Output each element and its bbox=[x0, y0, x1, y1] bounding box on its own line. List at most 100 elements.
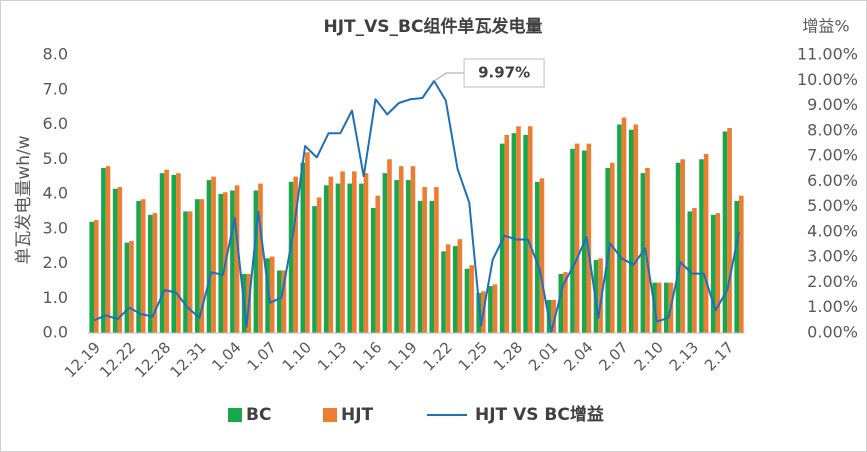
bar bbox=[598, 258, 603, 333]
bar bbox=[586, 143, 592, 333]
bar bbox=[394, 180, 399, 333]
bar bbox=[422, 187, 427, 333]
annotation-box bbox=[463, 58, 545, 88]
legend-swatch bbox=[228, 408, 242, 422]
bar bbox=[492, 284, 498, 333]
bar bbox=[398, 166, 404, 333]
bar bbox=[89, 221, 94, 333]
bar bbox=[504, 134, 510, 333]
bar bbox=[230, 190, 235, 333]
bar bbox=[176, 173, 181, 333]
bar bbox=[288, 181, 294, 333]
bar bbox=[335, 183, 341, 333]
bar bbox=[715, 213, 721, 333]
bar bbox=[117, 187, 123, 333]
bar bbox=[300, 162, 306, 333]
bar bbox=[727, 127, 732, 333]
bar bbox=[605, 167, 610, 333]
y2-axis-title: 增益% bbox=[802, 17, 849, 36]
bar bbox=[218, 194, 223, 333]
bar bbox=[535, 181, 540, 333]
bar bbox=[258, 183, 263, 333]
bar bbox=[171, 174, 177, 333]
bar bbox=[417, 200, 423, 333]
bar bbox=[574, 143, 580, 333]
bar bbox=[340, 171, 345, 333]
bar bbox=[269, 256, 275, 333]
bar bbox=[359, 183, 364, 333]
y-tick-label: 6.0 bbox=[43, 114, 68, 133]
bar bbox=[148, 214, 153, 333]
bar bbox=[211, 176, 216, 333]
bar bbox=[410, 166, 416, 333]
y-tick-label: 1.0 bbox=[43, 288, 68, 307]
bar bbox=[328, 176, 334, 333]
bar bbox=[323, 185, 329, 333]
bar bbox=[124, 242, 130, 333]
bar bbox=[539, 178, 545, 333]
bar bbox=[692, 207, 697, 333]
y2-tick-label: 9.00% bbox=[807, 95, 858, 114]
y2-tick-label: 3.00% bbox=[807, 247, 858, 266]
chart-title: HJT_VS_BC组件单瓦发电量 bbox=[324, 16, 543, 37]
y2-tick-label: 10.00% bbox=[797, 70, 858, 89]
bar bbox=[429, 200, 435, 333]
legend-label: HJT bbox=[341, 405, 374, 425]
data-label: 9.97% bbox=[478, 64, 530, 82]
y2-tick-label: 5.00% bbox=[807, 196, 858, 215]
y2-tick-label: 1.00% bbox=[807, 297, 858, 316]
bar bbox=[680, 159, 685, 333]
bar bbox=[253, 190, 259, 333]
y-axis-title: 单瓦发电量wh/w bbox=[14, 135, 34, 264]
bar bbox=[281, 270, 287, 333]
bar bbox=[187, 211, 193, 333]
bar bbox=[206, 180, 212, 333]
bar bbox=[710, 214, 716, 333]
bar bbox=[452, 246, 458, 333]
bar bbox=[551, 299, 556, 333]
bar bbox=[105, 166, 111, 333]
bar bbox=[563, 272, 568, 333]
bar bbox=[558, 273, 564, 333]
y-tick-label: 0.0 bbox=[43, 323, 68, 342]
bar bbox=[476, 293, 481, 333]
bar bbox=[511, 133, 517, 333]
y2-tick-label: 11.00% bbox=[797, 45, 858, 64]
bar bbox=[488, 286, 493, 333]
y2-tick-label: 6.00% bbox=[807, 171, 858, 190]
bar bbox=[347, 183, 352, 333]
annotation-leader bbox=[433, 72, 465, 82]
bar bbox=[159, 173, 165, 333]
bar bbox=[703, 154, 709, 333]
bar bbox=[370, 207, 376, 333]
bar bbox=[183, 211, 188, 333]
y-tick-label: 3.0 bbox=[43, 218, 68, 237]
y2-tick-label: 4.00% bbox=[807, 221, 858, 240]
bar bbox=[293, 176, 298, 333]
bar bbox=[312, 206, 317, 333]
bar bbox=[628, 129, 634, 333]
bar bbox=[363, 173, 369, 333]
bar bbox=[277, 270, 282, 333]
bar bbox=[112, 188, 118, 333]
bar bbox=[94, 220, 99, 333]
bar bbox=[265, 258, 270, 333]
bar bbox=[152, 213, 158, 333]
bar bbox=[406, 180, 411, 333]
bar bbox=[382, 173, 388, 333]
bar bbox=[129, 240, 134, 333]
y2-tick-label: 0.00% bbox=[807, 323, 858, 342]
bar bbox=[445, 244, 451, 333]
y-tick-label: 7.0 bbox=[43, 79, 68, 98]
bar bbox=[316, 197, 322, 333]
y-tick-label: 5.0 bbox=[43, 149, 68, 168]
bar bbox=[305, 152, 310, 333]
bar bbox=[570, 148, 575, 333]
legend-label: BC bbox=[246, 405, 271, 425]
bar bbox=[136, 200, 141, 333]
bar bbox=[516, 126, 521, 333]
bar bbox=[527, 126, 533, 333]
bar bbox=[194, 199, 200, 333]
bar bbox=[387, 159, 392, 333]
